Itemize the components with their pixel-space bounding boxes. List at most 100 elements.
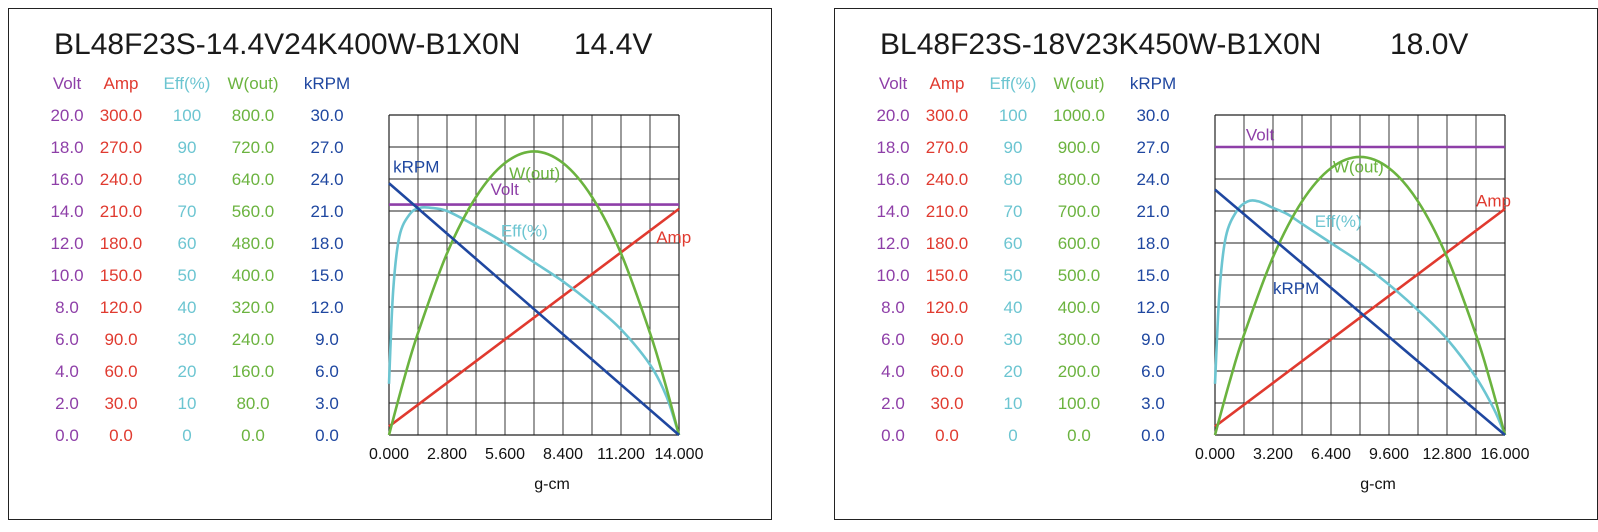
y-tick-label: 700.0 — [1058, 202, 1101, 221]
x-tick-label: 5.600 — [485, 446, 525, 463]
y-tick-label: 90 — [178, 138, 197, 157]
y-tick-label: 600.0 — [1058, 234, 1101, 253]
y-tick-label: 300.0 — [1058, 330, 1101, 349]
y-tick-label: 210.0 — [926, 202, 969, 221]
y-tick-label: 720.0 — [232, 138, 275, 157]
y-tick-label: 14.0 — [50, 202, 83, 221]
y-tick-label: 100.0 — [1058, 394, 1101, 413]
axis-header-eff: Eff(%) — [164, 74, 211, 93]
series-line-w-out — [387, 150, 681, 436]
y-tick-label: 2.0 — [881, 394, 905, 413]
y-tick-label: 6.0 — [55, 330, 79, 349]
y-tick-label: 10.0 — [876, 266, 909, 285]
x-tick-label: 0.000 — [1195, 446, 1235, 463]
y-tick-label: 240.0 — [926, 170, 969, 189]
y-tick-label: 0.0 — [55, 426, 79, 445]
y-tick-label: 0 — [1008, 426, 1017, 445]
chart-voltage-label: 14.4V — [574, 28, 652, 61]
y-tick-label: 80 — [1004, 170, 1023, 189]
y-tick-label: 20.0 — [50, 106, 83, 125]
y-tick-label: 20 — [1004, 362, 1023, 381]
x-tick-label: 0.000 — [369, 446, 409, 463]
y-tick-label: 27.0 — [310, 138, 343, 157]
y-tick-label: 14.0 — [876, 202, 909, 221]
series-label-eff: Eff(%) — [501, 222, 548, 241]
y-tick-label: 300.0 — [100, 106, 143, 125]
y-tick-label: 12.0 — [310, 298, 343, 317]
x-axis-label: g-cm — [1360, 476, 1396, 493]
y-tick-label: 0.0 — [1141, 426, 1165, 445]
series-line-krpm — [388, 182, 680, 436]
axis-header-volt: Volt — [53, 74, 82, 93]
y-tick-label: 640.0 — [232, 170, 275, 189]
series-line-eff — [1213, 199, 1507, 436]
chart-title: BL48F23S-18V23K450W-B1X0N — [880, 28, 1321, 61]
chart-voltage-label: 18.0V — [1390, 28, 1468, 61]
y-tick-label: 10 — [1004, 394, 1023, 413]
x-tick-label: 9.600 — [1369, 446, 1409, 463]
y-tick-label: 800.0 — [232, 106, 275, 125]
axis-header-volt: Volt — [879, 74, 908, 93]
x-tick-label: 2.800 — [427, 446, 467, 463]
series-line-amp — [1214, 207, 1506, 428]
y-tick-label: 4.0 — [55, 362, 79, 381]
y-tick-label: 16.0 — [50, 170, 83, 189]
y-tick-label: 270.0 — [926, 138, 969, 157]
y-tick-label: 60 — [1004, 234, 1023, 253]
y-tick-label: 21.0 — [1136, 202, 1169, 221]
y-tick-label: 320.0 — [232, 298, 275, 317]
y-tick-label: 180.0 — [100, 234, 143, 253]
series-label-volt: Volt — [491, 180, 520, 199]
plot-grid — [388, 114, 680, 436]
y-tick-label: 10 — [178, 394, 197, 413]
x-tick-label: 12.800 — [1423, 446, 1472, 463]
y-tick-label: 30.0 — [1136, 106, 1169, 125]
y-tick-label: 12.0 — [876, 234, 909, 253]
y-tick-label: 100 — [999, 106, 1027, 125]
y-tick-label: 20 — [178, 362, 197, 381]
y-tick-label: 0.0 — [315, 426, 339, 445]
axis-header-krpm: kRPM — [1130, 74, 1176, 93]
series-label-amp: Amp — [656, 228, 691, 247]
y-tick-label: 9.0 — [315, 330, 339, 349]
y-tick-label: 480.0 — [232, 234, 275, 253]
y-tick-label: 240.0 — [232, 330, 275, 349]
y-tick-label: 6.0 — [315, 362, 339, 381]
y-tick-label: 12.0 — [1136, 298, 1169, 317]
series-line-w-out — [1213, 155, 1507, 436]
y-tick-label: 0.0 — [241, 426, 265, 445]
y-tick-label: 90.0 — [104, 330, 137, 349]
series-label-krpm: kRPM — [393, 158, 439, 177]
y-tick-label: 10.0 — [50, 266, 83, 285]
axis-header-amp: Amp — [930, 74, 965, 93]
y-tick-label: 150.0 — [926, 266, 969, 285]
motor-curve-chart: BL48F23S-18V23K450W-B1X0N 18.0V Volt 0.0 2.0… — [876, 28, 1529, 493]
series-line-krpm — [1214, 188, 1506, 436]
y-tick-label: 3.0 — [315, 394, 339, 413]
axis-header-w-out: W(out) — [228, 74, 279, 93]
x-tick-label: 11.200 — [597, 446, 645, 463]
y-tick-label: 0.0 — [881, 426, 905, 445]
y-tick-label: 3.0 — [1141, 394, 1165, 413]
x-axis-label: g-cm — [534, 476, 570, 493]
y-tick-label: 21.0 — [310, 202, 343, 221]
y-tick-label: 60 — [178, 234, 197, 253]
y-tick-label: 30.0 — [930, 394, 963, 413]
y-tick-label: 27.0 — [1136, 138, 1169, 157]
y-tick-label: 50 — [178, 266, 197, 285]
y-tick-label: 4.0 — [881, 362, 905, 381]
y-tick-label: 150.0 — [100, 266, 143, 285]
y-tick-label: 18.0 — [1136, 234, 1169, 253]
y-tick-label: 18.0 — [310, 234, 343, 253]
chart-panel-18v: BL48F23S-18V23K450W-B1X0N 18.0V Volt 0.0 2.0… — [834, 8, 1598, 520]
y-tick-label: 80.0 — [236, 394, 269, 413]
y-tick-label: 24.0 — [1136, 170, 1169, 189]
y-tick-label: 30.0 — [104, 394, 137, 413]
y-tick-label: 90.0 — [930, 330, 963, 349]
x-tick-label: 14.000 — [655, 446, 704, 463]
axis-header-w-out: W(out) — [1054, 74, 1105, 93]
y-tick-label: 9.0 — [1141, 330, 1165, 349]
y-tick-label: 60.0 — [104, 362, 137, 381]
y-tick-label: 0 — [182, 426, 191, 445]
y-tick-label: 18.0 — [876, 138, 909, 157]
